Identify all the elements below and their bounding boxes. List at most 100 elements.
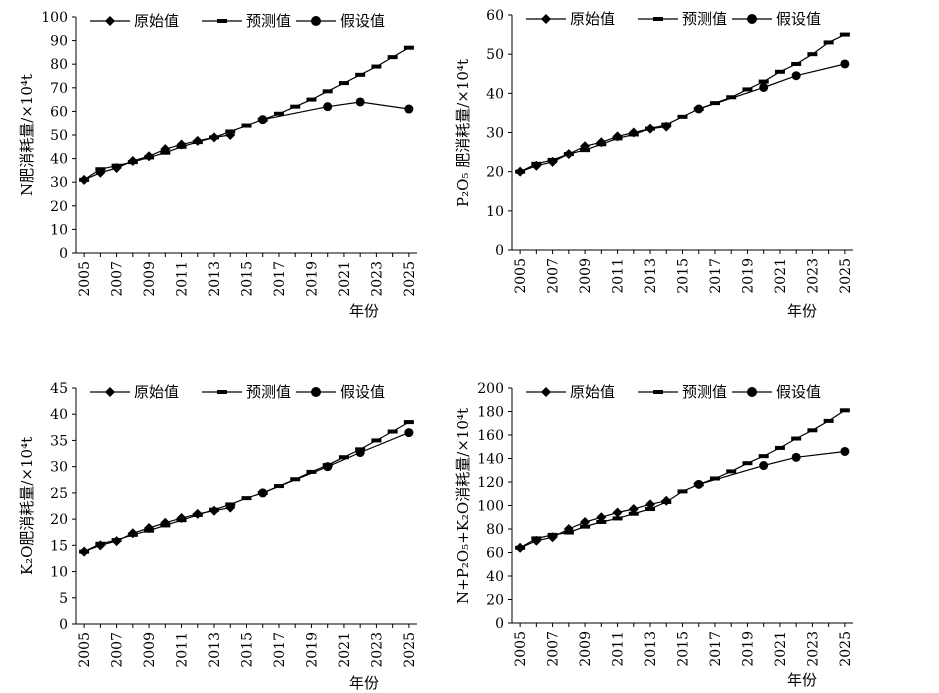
legend-marker-circle (747, 387, 757, 397)
x-tick-label: 2021 (337, 261, 353, 297)
y-tick-label: 5 (59, 591, 68, 607)
x-tick-label: 2011 (175, 632, 191, 668)
point-original (580, 141, 591, 152)
legend-label: 预测值 (682, 383, 727, 401)
point-hypothetical (759, 461, 769, 471)
x-tick-label: 2025 (402, 261, 418, 297)
y-tick-label: 100 (477, 499, 504, 515)
point-original (563, 149, 574, 160)
point-original (612, 131, 623, 142)
point-predicted (807, 52, 818, 57)
x-tick-label: 2005 (513, 631, 529, 667)
point-original (79, 174, 90, 185)
point-original (515, 166, 526, 177)
point-original (645, 499, 656, 510)
y-tick-label: 20 (486, 165, 504, 181)
point-original (192, 508, 203, 519)
x-tick-label: 2019 (740, 258, 756, 294)
x-tick-label: 2021 (773, 258, 789, 294)
point-original (160, 517, 171, 528)
point-predicted (355, 72, 366, 77)
x-tick-label: 2007 (546, 631, 562, 667)
legend-label: 原始值 (134, 12, 179, 30)
y-tick-label: 0 (59, 617, 68, 633)
point-predicted (241, 123, 252, 128)
x-tick-label: 2023 (369, 261, 385, 297)
point-predicted (758, 454, 769, 459)
y-tick-label: 40 (486, 569, 504, 585)
point-original (95, 167, 106, 178)
y-tick-label: 40 (486, 86, 504, 102)
point-original (515, 542, 526, 553)
x-axis-title: 年份 (787, 302, 817, 320)
y-tick-label: 180 (477, 405, 504, 421)
x-tick-label: 2011 (611, 631, 627, 667)
y-tick-label: 60 (50, 104, 68, 120)
point-original (661, 495, 672, 506)
point-original (209, 505, 220, 516)
x-tick-label: 2013 (207, 261, 223, 297)
point-hypothetical (694, 479, 704, 489)
y-tick-label: 200 (477, 381, 504, 397)
legend-marker-diamond (105, 16, 115, 26)
y-tick-label: 140 (477, 452, 504, 468)
y-tick-label: 30 (50, 175, 68, 191)
x-tick-label: 2013 (643, 631, 659, 667)
point-predicted (823, 418, 834, 423)
point-hypothetical (840, 446, 850, 456)
x-tick-label: 2015 (240, 261, 256, 297)
point-original (628, 504, 639, 515)
legend-marker-dash (217, 390, 227, 394)
y-tick-label: 60 (486, 546, 504, 562)
point-original (531, 535, 542, 546)
legend-label: 预测值 (246, 12, 291, 30)
point-original (531, 160, 542, 171)
point-predicted (742, 461, 753, 466)
legend-marker-dash (653, 17, 663, 21)
point-hypothetical (355, 448, 365, 458)
legend-marker-dash (653, 390, 663, 394)
x-axis-title: 年份 (349, 674, 379, 692)
point-predicted (758, 79, 769, 84)
x-tick-label: 2011 (611, 258, 627, 294)
point-predicted (322, 89, 333, 94)
legend-marker-diamond (541, 14, 551, 24)
y-tick-label: 10 (50, 222, 68, 238)
y-tick-label: 35 (50, 433, 68, 449)
x-tick-label: 2005 (77, 632, 93, 668)
legend: 原始值 预测值 假设值 (90, 383, 385, 401)
x-tick-label: 2007 (546, 258, 562, 294)
chart-2: 0 10 20 30 40 50 60 2005 2007 2009 2011 2013 2015 201… (454, 8, 854, 320)
point-predicted (839, 408, 850, 413)
y-tick-label: 20 (50, 512, 68, 528)
y-tick-label: 30 (50, 460, 68, 476)
y-axis-title: N+P₂O₅+K₂O消耗量/×10⁴t (454, 408, 472, 604)
point-original (144, 151, 155, 162)
y-tick-label: 50 (486, 47, 504, 63)
legend-marker-circle (747, 14, 757, 24)
x-tick-label: 2023 (805, 258, 821, 294)
point-predicted (677, 489, 688, 494)
point-original (79, 546, 90, 557)
x-tick-label: 2023 (369, 632, 385, 668)
x-tick-label: 2021 (773, 631, 789, 667)
x-tick-label: 2025 (838, 631, 854, 667)
y-tick-label: 80 (486, 522, 504, 538)
y-tick-label: 0 (59, 246, 68, 262)
point-predicted (387, 429, 398, 434)
point-predicted (371, 438, 382, 443)
point-hypothetical (323, 462, 333, 472)
point-predicted (306, 469, 317, 474)
point-original (209, 132, 220, 143)
x-tick-label: 2017 (708, 631, 724, 667)
legend-label: 原始值 (570, 383, 615, 401)
y-tick-label: 30 (486, 126, 504, 142)
y-tick-label: 0 (495, 243, 504, 259)
point-original (144, 523, 155, 534)
point-predicted (791, 436, 802, 441)
x-tick-label: 2019 (304, 261, 320, 297)
point-hypothetical (759, 82, 769, 92)
point-predicted (371, 64, 382, 69)
y-axis-title: K₂O肥消耗量/×10⁴t (18, 437, 36, 575)
